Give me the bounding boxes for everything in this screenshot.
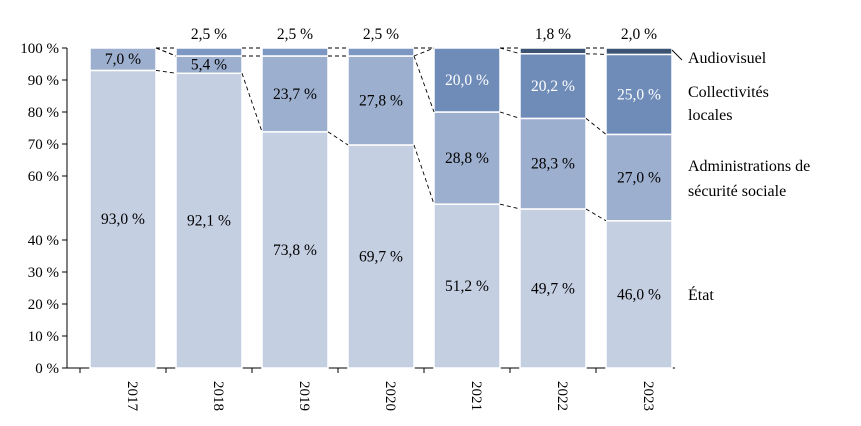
- x-tick-label: 2017: [124, 381, 140, 412]
- legend-label: État: [688, 285, 714, 304]
- bar-segment: [261, 55, 329, 133]
- connector-line: [413, 55, 435, 113]
- data-label: 2,5 %: [277, 26, 313, 43]
- bar-segment: [433, 47, 501, 113]
- connector-line: [585, 118, 607, 135]
- connector-line: [155, 47, 177, 57]
- data-label: 27,0 %: [617, 170, 661, 187]
- data-label: 23,7 %: [273, 86, 317, 103]
- bar-segment: [89, 69, 157, 369]
- data-label: 1,8 %: [535, 26, 571, 43]
- bar-segment: [433, 203, 501, 369]
- bar-segment: [347, 144, 415, 369]
- x-tick-label: 2022: [554, 381, 570, 411]
- y-tick-label: 100 %: [20, 41, 59, 57]
- data-label: 7,0 %: [105, 51, 141, 68]
- connector-line: [413, 47, 435, 57]
- bar-segment: [605, 220, 673, 369]
- bar-segment: [175, 72, 243, 369]
- bar-segment: [605, 53, 673, 136]
- x-tick-label: 2018: [210, 381, 226, 411]
- y-tick-label: 0 %: [35, 361, 59, 377]
- y-tick-label: 10 %: [28, 329, 59, 345]
- connector-line: [413, 144, 435, 205]
- bar-segment: [347, 47, 415, 57]
- connector-line: [585, 53, 607, 55]
- data-label: 93,0 %: [101, 211, 145, 228]
- data-label: 25,0 %: [617, 86, 661, 103]
- y-tick-label: 70 %: [28, 137, 59, 153]
- data-label: 2,5 %: [363, 26, 399, 43]
- bar-segment: [519, 47, 587, 55]
- connector-line: [155, 69, 177, 74]
- bar-segment: [261, 131, 329, 369]
- data-label: 5,4 %: [191, 57, 227, 74]
- bar-segment: [519, 208, 587, 369]
- legend-label: sécurité sociale: [688, 183, 786, 200]
- bar-segment: [605, 47, 673, 56]
- connector-line: [499, 47, 521, 55]
- legend-leader-line: [671, 49, 683, 61]
- connector-line: [241, 73, 263, 132]
- y-tick-label: 40 %: [28, 233, 59, 249]
- data-label: 49,7 %: [531, 280, 575, 297]
- x-tick-label: 2020: [382, 381, 398, 411]
- bar-segment: [261, 47, 329, 57]
- data-label: 51,2 %: [445, 278, 489, 295]
- connector-line: [327, 131, 349, 146]
- y-tick-label: 80 %: [28, 105, 59, 121]
- data-label: 28,8 %: [445, 150, 489, 167]
- bar-segment: [89, 47, 157, 72]
- connector-line: [499, 111, 521, 119]
- connector-line: [585, 208, 607, 222]
- data-label: 46,0 %: [617, 286, 661, 303]
- y-tick-label: 20 %: [28, 297, 59, 313]
- x-tick-label: 2019: [296, 381, 312, 411]
- data-label: 92,1 %: [187, 213, 231, 230]
- data-label: 20,2 %: [531, 78, 575, 95]
- bar-segment: [175, 47, 243, 57]
- x-tick-label: 2023: [640, 381, 656, 411]
- x-tick-label: 2021: [468, 381, 484, 411]
- data-label: 27,8 %: [359, 92, 403, 109]
- bar-segment: [347, 55, 415, 146]
- data-label: 2,5 %: [191, 26, 227, 43]
- data-label: 69,7 %: [359, 248, 403, 265]
- data-label: 2,0 %: [621, 26, 657, 43]
- connector-line: [499, 203, 521, 210]
- legend-label: Administrations de: [688, 158, 810, 175]
- y-tick-label: 30 %: [28, 265, 59, 281]
- data-label: 20,0 %: [445, 72, 489, 89]
- y-tick-label: 60 %: [28, 169, 59, 185]
- data-label: 28,3 %: [531, 156, 575, 173]
- y-tick-label: 90 %: [28, 73, 59, 89]
- data-label: 73,8 %: [273, 242, 317, 259]
- legend-label: locales: [688, 107, 732, 124]
- legend-label: Collectivités: [688, 84, 769, 101]
- legend-label: Audiovisuel: [688, 50, 767, 67]
